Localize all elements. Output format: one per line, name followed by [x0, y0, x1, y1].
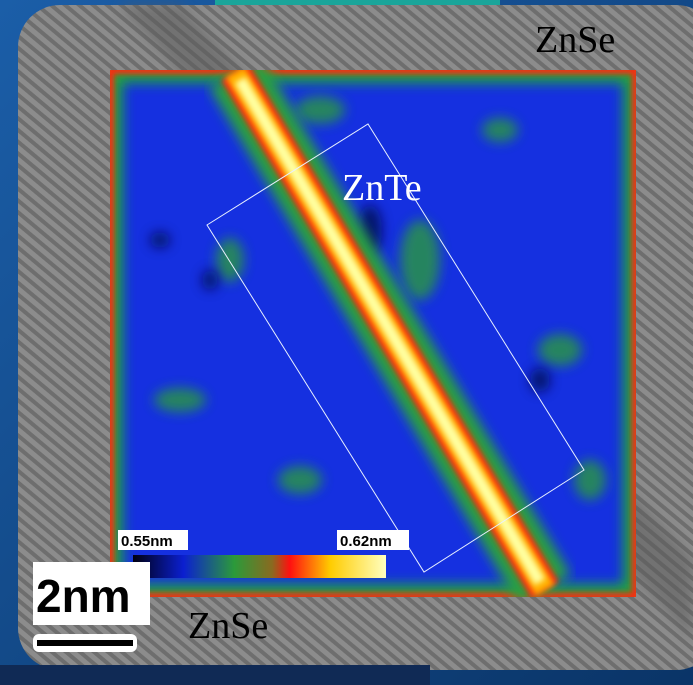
roi-box: [206, 123, 585, 573]
scale-bar: [37, 640, 133, 646]
scale-bar-label: 2nm: [36, 570, 131, 622]
colorbar: [133, 555, 386, 578]
footer-bar: [0, 665, 430, 685]
bottom-label: ZnSe: [188, 605, 268, 647]
colorbar-max-box: [337, 530, 409, 550]
strain-map: [110, 70, 636, 597]
center-label: ZnTe: [342, 167, 422, 209]
colorbar-min-box: [118, 530, 188, 550]
colorbar-max-label: 0.62nm: [340, 533, 392, 550]
colorbar-min-label: 0.55nm: [121, 533, 173, 550]
scale-bar-box: [33, 562, 150, 625]
top-label: ZnSe: [535, 19, 615, 61]
